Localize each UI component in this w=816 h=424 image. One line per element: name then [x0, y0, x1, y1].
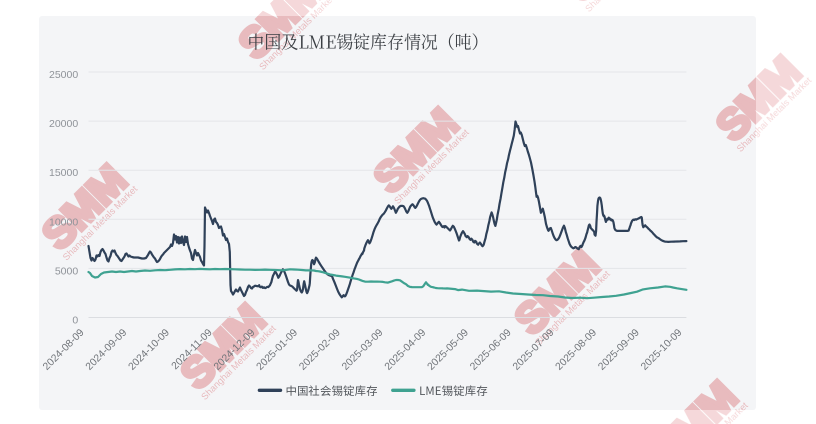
svg-text:中国及LME锡锭库存情况（吨）: 中国及LME锡锭库存情况（吨） [248, 28, 489, 54]
svg-text:0: 0 [72, 315, 78, 327]
svg-text:5000: 5000 [55, 265, 79, 277]
svg-text:20000: 20000 [49, 118, 78, 130]
svg-text:15000: 15000 [49, 167, 78, 179]
svg-text:10000: 10000 [49, 216, 78, 228]
svg-text:LME锡锭库存: LME锡锭库存 [419, 383, 487, 399]
svg-text:中国社会锡锭库存: 中国社会锡锭库存 [286, 383, 378, 399]
svg-text:25000: 25000 [49, 69, 78, 81]
